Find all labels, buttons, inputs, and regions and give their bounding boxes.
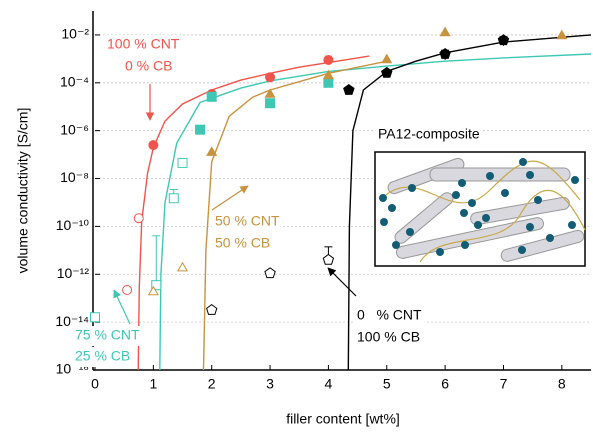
fit-line [202,60,387,371]
arrows [113,84,357,325]
data-point [122,285,133,296]
data-point [90,312,100,323]
x-tick-label: 3 [266,376,274,392]
annotation-background [354,306,425,326]
data-point [206,303,218,315]
y-tick-label: 10⁻⁸ [60,169,89,185]
data-point [195,124,206,135]
data-point [133,213,144,224]
data-point [265,98,276,109]
x-tick-label: 8 [558,376,566,392]
data-point [264,88,276,98]
x-tick-label: 1 [149,376,157,392]
data-point [177,261,189,272]
annotation: 0 % CB [125,58,172,74]
data-point [381,53,393,64]
x-tick-label: 7 [500,376,508,392]
x-axis-label: filler content [wt%] [286,411,400,427]
data-point [264,267,276,279]
annotation: 50 % CNT [215,213,280,229]
annotation: 50 % CB [215,235,270,251]
x-tick-label: 2 [208,376,216,392]
annotation: 100 % CB [357,329,420,345]
data-point [148,140,159,151]
annotation-background [354,328,424,348]
data-point [206,91,217,102]
y-tick-label: 10⁻¹² [57,265,90,281]
inset-illustration [374,151,586,267]
annotation-background [122,57,176,77]
annotation-background [212,234,274,254]
annotation: 0 % CNT [357,307,422,323]
annotation-background [72,347,134,367]
annotation-background [72,326,143,346]
y-tick-label: 10⁻⁴ [60,74,89,90]
x-tick-label: 0 [91,376,99,392]
annotation-background [375,125,483,145]
data-point [343,83,355,95]
annotation-background [212,212,283,232]
y-axis-label: volume conductivity [S/cm] [15,108,31,274]
data-point [381,66,393,78]
data-point [439,47,451,59]
x-tick-label: 4 [325,376,333,392]
data-point [177,157,188,168]
y-tick-label: 10⁻¹⁴ [55,313,89,329]
data-point [497,34,510,46]
data-point [556,29,568,40]
annotation: 25 % CB [75,348,130,364]
data-point [322,253,335,265]
annotation: 100 % CNT [107,36,180,52]
data-point [323,54,334,65]
data-point [206,146,218,156]
data-point [147,285,159,296]
data-point [322,69,334,80]
annotation-background [104,35,183,55]
data-point [151,280,162,291]
y-tick-label: 10⁻² [61,26,89,42]
data-point [265,72,276,83]
annotation: 75 % CNT [75,327,140,343]
x-tick-label: 6 [441,376,449,392]
x-tick-label: 5 [383,376,391,392]
y-tick-label: 10⁻¹⁰ [56,217,90,233]
fit-line [347,34,592,371]
fit-line [159,53,592,371]
data-point [168,193,179,204]
y-tick-label: 10⁻⁶ [60,121,89,137]
data-point [439,26,451,37]
annotation: PA12-composite [378,126,480,142]
data-point [323,77,334,88]
